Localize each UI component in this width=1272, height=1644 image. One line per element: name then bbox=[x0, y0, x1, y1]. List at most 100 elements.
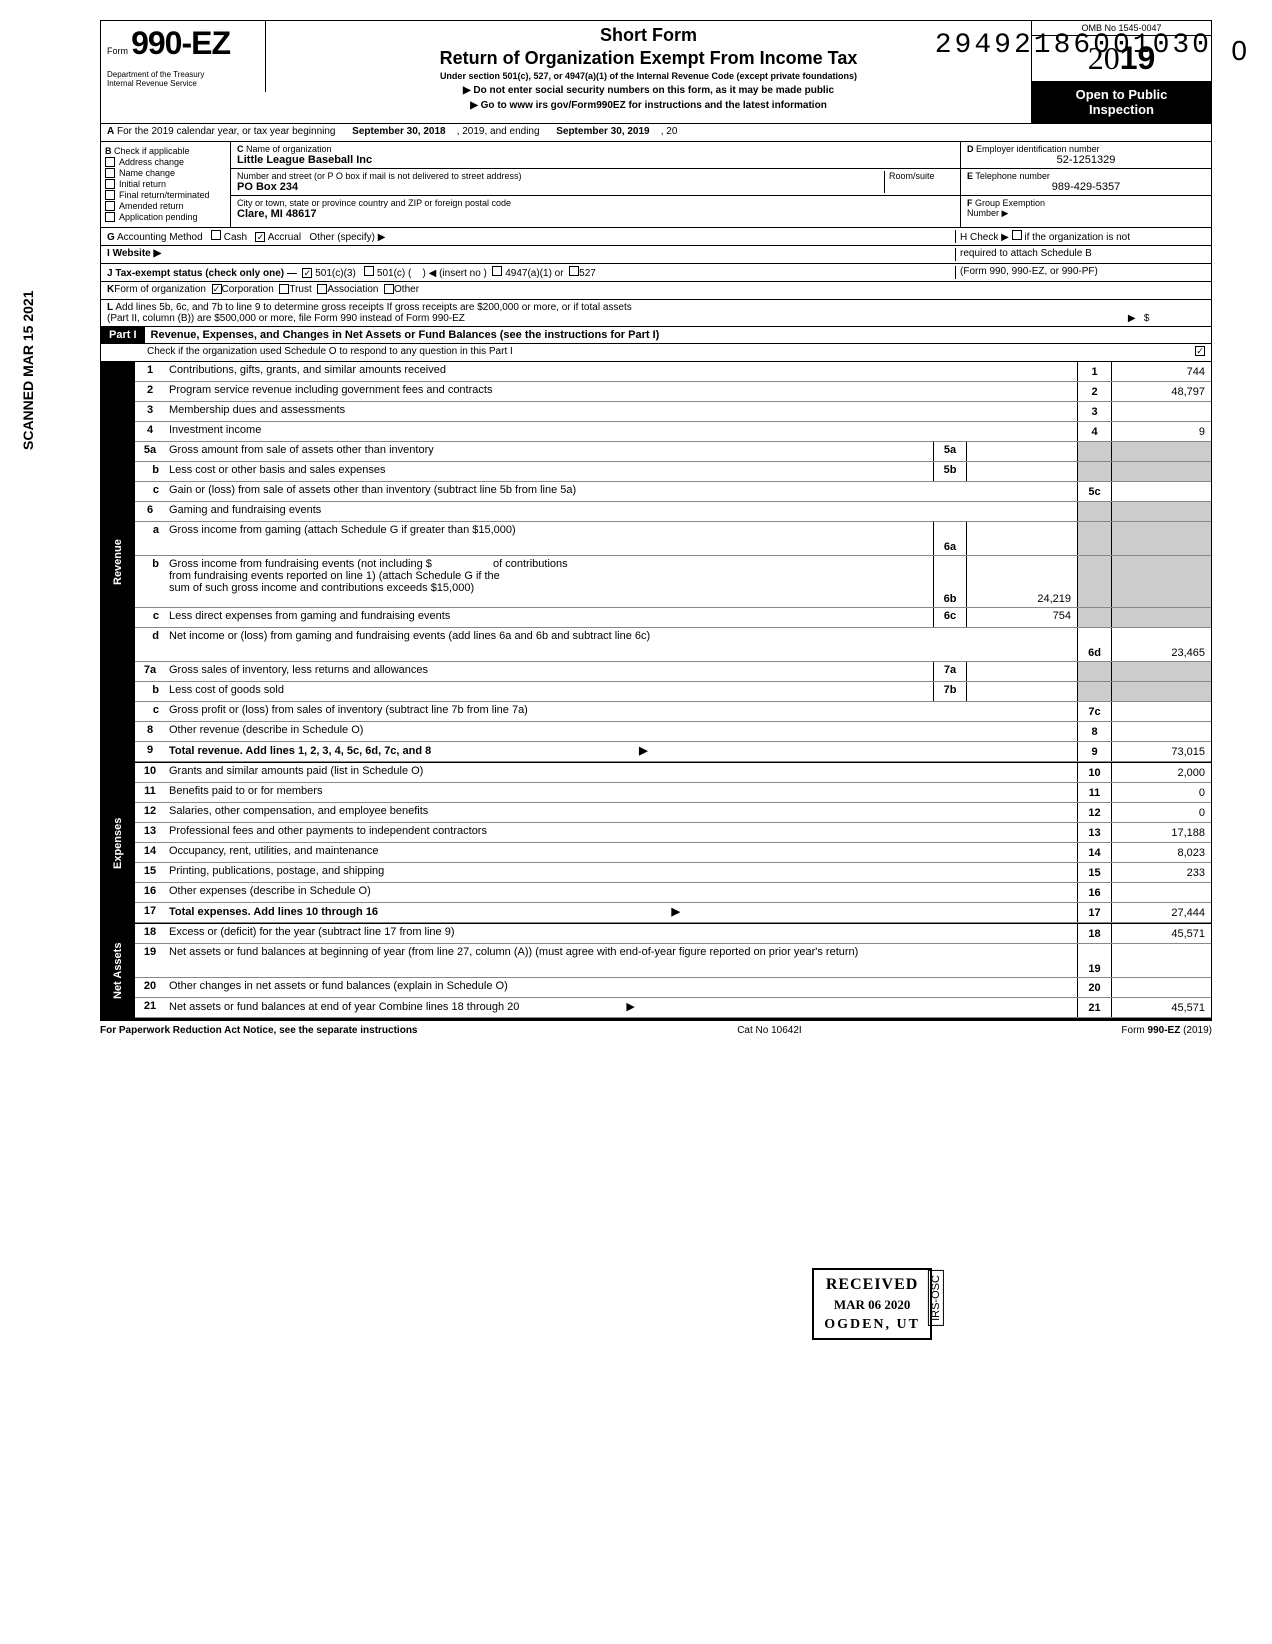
chk-initial[interactable] bbox=[105, 179, 115, 189]
j-4947: 4947(a)(1) or bbox=[505, 268, 563, 279]
ln6-num: 6 bbox=[135, 502, 165, 521]
ln6c-greyval bbox=[1111, 608, 1211, 627]
open-public-2: Inspection bbox=[1038, 102, 1205, 117]
city-label: City or town, state or province country … bbox=[237, 198, 511, 208]
chk-assoc[interactable] bbox=[317, 284, 327, 294]
chk-accrual[interactable]: ✓ bbox=[255, 232, 265, 242]
k-trust: Trust bbox=[289, 284, 311, 297]
ln6c-num: c bbox=[135, 608, 165, 627]
ln5c-num: c bbox=[135, 482, 165, 501]
chk-schedule-o[interactable]: ✓ bbox=[1195, 346, 1205, 356]
chk-501c3[interactable]: ✓ bbox=[302, 268, 312, 278]
short-form-heading: Short Form bbox=[274, 25, 1023, 46]
ln6a-ibox: 6a bbox=[933, 522, 967, 555]
part1-check-text: Check if the organization used Schedule … bbox=[107, 346, 513, 359]
org-name: Little League Baseball Inc bbox=[237, 154, 372, 166]
chk-pending-label: Application pending bbox=[119, 212, 198, 222]
ln17-num: 17 bbox=[135, 903, 165, 922]
ln13-num: 13 bbox=[135, 823, 165, 842]
chk-final[interactable] bbox=[105, 190, 115, 200]
col-def: D Employer identification number 52-1251… bbox=[961, 142, 1211, 227]
ln19-box: 19 bbox=[1077, 944, 1111, 977]
instruction-2: ▶ Go to www irs gov/Form990EZ for instru… bbox=[274, 100, 1023, 111]
col-c-org: C Name of organization Little League Bas… bbox=[231, 142, 961, 227]
label-e: E bbox=[967, 171, 973, 181]
ln6d-box: 6d bbox=[1077, 628, 1111, 661]
addr-label: Number and street (or P O box if mail is… bbox=[237, 171, 521, 181]
chk-4947[interactable] bbox=[492, 266, 502, 276]
ln17-val: 27,444 bbox=[1111, 903, 1211, 922]
ln7b-greyval bbox=[1111, 682, 1211, 701]
ln2-text: Program service revenue including govern… bbox=[165, 382, 1077, 401]
h-text3-box: required to attach Schedule B bbox=[955, 248, 1205, 261]
ln9-text: Total revenue. Add lines 1, 2, 3, 4, 5c,… bbox=[165, 742, 1077, 761]
ln4-val: 9 bbox=[1111, 422, 1211, 441]
chk-k-other[interactable] bbox=[384, 284, 394, 294]
ln5b-grey bbox=[1077, 462, 1111, 481]
ln7a-greyval bbox=[1111, 662, 1211, 681]
ln6a-greyval bbox=[1111, 522, 1211, 555]
ln6c-ibox: 6c bbox=[933, 608, 967, 627]
cash-label: Cash bbox=[224, 232, 247, 243]
g-text: Accounting Method bbox=[117, 232, 203, 243]
part1-header: Part I bbox=[101, 327, 145, 343]
h-text3: required to attach Schedule B bbox=[960, 248, 1092, 259]
k-corp: Corporation bbox=[222, 284, 274, 297]
title-box: Short Form Return of Organization Exempt… bbox=[266, 21, 1031, 123]
ln5b-num: b bbox=[135, 462, 165, 481]
ln7b-ival bbox=[967, 682, 1077, 701]
chk-address[interactable] bbox=[105, 157, 115, 167]
chk-h[interactable] bbox=[1012, 230, 1022, 240]
dept-2: Internal Revenue Service bbox=[107, 79, 259, 88]
ln15-val: 233 bbox=[1111, 863, 1211, 882]
label-b: B bbox=[105, 146, 112, 156]
ln5a-ival bbox=[967, 442, 1077, 461]
l-text2: (Part II, column (B)) are $500,000 or mo… bbox=[107, 313, 465, 324]
ln7a-ibox: 7a bbox=[933, 662, 967, 681]
chk-amended-label: Amended return bbox=[119, 201, 184, 211]
j-insert: ) ◀ (insert no ) bbox=[423, 268, 487, 279]
chk-527[interactable] bbox=[569, 266, 579, 276]
document-number: 29492186001030 bbox=[935, 30, 1212, 61]
chk-cash[interactable] bbox=[211, 230, 221, 240]
netassets-section: Net Assets 18Excess or (deficit) for the… bbox=[101, 924, 1211, 1020]
chk-501c[interactable] bbox=[364, 266, 374, 276]
ln7c-val bbox=[1111, 702, 1211, 721]
ln1-num: 1 bbox=[135, 362, 165, 381]
ln18-text: Excess or (deficit) for the year (subtra… bbox=[165, 924, 1077, 943]
ln5a-grey bbox=[1077, 442, 1111, 461]
received-stamp: RECEIVED MAR 06 2020 OGDEN, UT bbox=[812, 1268, 932, 1340]
ln14-num: 14 bbox=[135, 843, 165, 862]
addr-value: PO Box 234 bbox=[237, 181, 298, 193]
accrual-label: Accrual bbox=[268, 232, 301, 243]
room-suite: Room/suite bbox=[884, 171, 954, 193]
end-date: September 30, 2019 bbox=[556, 126, 649, 139]
netassets-label: Net Assets bbox=[101, 924, 135, 1018]
j-527: 527 bbox=[579, 268, 596, 279]
ln6a-ival bbox=[967, 522, 1077, 555]
ln14-val: 8,023 bbox=[1111, 843, 1211, 862]
chk-trust[interactable] bbox=[279, 284, 289, 294]
ln11-text: Benefits paid to or for members bbox=[165, 783, 1077, 802]
ln10-text: Grants and similar amounts paid (list in… bbox=[165, 763, 1077, 782]
expenses-section: Expenses 10Grants and similar amounts pa… bbox=[101, 763, 1211, 924]
chk-pending[interactable] bbox=[105, 212, 115, 222]
ln11-val: 0 bbox=[1111, 783, 1211, 802]
label-c: C bbox=[237, 144, 244, 154]
chk-amended[interactable] bbox=[105, 201, 115, 211]
ln5b-ival bbox=[967, 462, 1077, 481]
ln13-text: Professional fees and other payments to … bbox=[165, 823, 1077, 842]
l-arrow: ▶ bbox=[1128, 313, 1136, 324]
c-text: Name of organization bbox=[246, 144, 332, 154]
footer-mid: Cat No 10642I bbox=[737, 1025, 802, 1036]
row-j-status: J Tax-exempt status (check only one) — ✓… bbox=[101, 264, 1211, 282]
city-value: Clare, MI 48617 bbox=[237, 208, 317, 220]
ln6b-ibox: 6b bbox=[933, 556, 967, 607]
chk-corp[interactable]: ✓ bbox=[212, 284, 222, 294]
ln7a-grey bbox=[1077, 662, 1111, 681]
ln8-num: 8 bbox=[135, 722, 165, 741]
b-text: Check if applicable bbox=[114, 146, 190, 156]
stamp-location: OGDEN, UT bbox=[824, 1315, 920, 1335]
chk-name[interactable] bbox=[105, 168, 115, 178]
ln7b-num: b bbox=[135, 682, 165, 701]
